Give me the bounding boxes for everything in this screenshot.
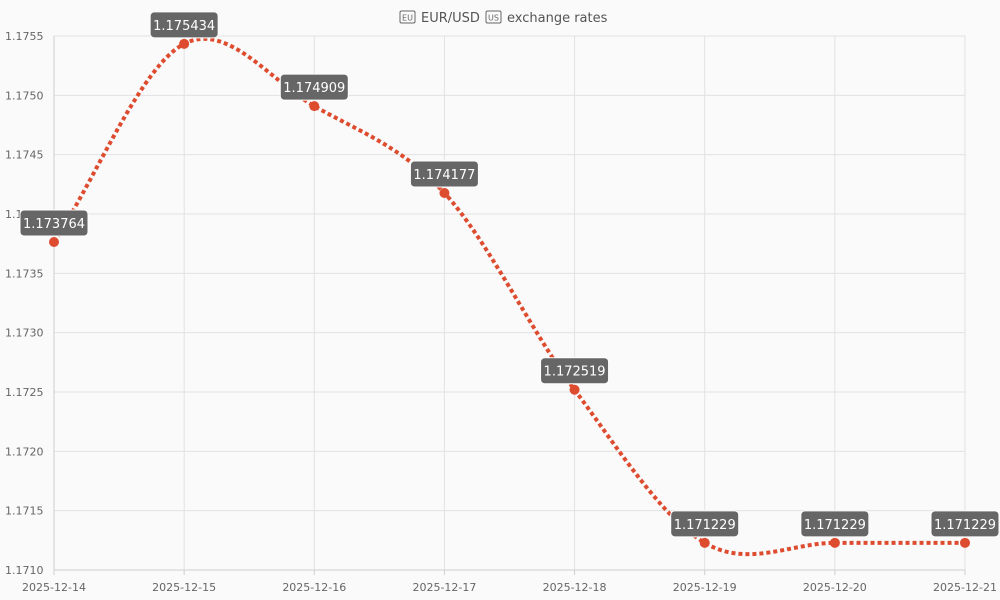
data-label-text: 1.174909 xyxy=(283,81,345,96)
data-label-text: 1.173764 xyxy=(23,217,85,232)
svg-text:EU: EU xyxy=(402,14,413,23)
data-point xyxy=(699,537,710,548)
data-label-text: 1.171229 xyxy=(674,518,736,533)
data-point xyxy=(309,101,320,112)
data-label-text: 1.171229 xyxy=(934,518,996,533)
data-point xyxy=(439,187,450,198)
data-label-box xyxy=(279,73,349,101)
data-point xyxy=(829,537,840,548)
data-label: 1.171229 xyxy=(800,510,870,538)
data-label-box xyxy=(930,510,1000,538)
data-label-box xyxy=(19,209,89,237)
x-tick-label: 2025-12-20 xyxy=(803,581,867,594)
y-tick-label: 1.1715 xyxy=(5,505,44,518)
data-label: 1.171229 xyxy=(670,510,740,538)
data-label-text: 1.172519 xyxy=(544,365,606,380)
y-tick-label: 1.1755 xyxy=(5,30,44,43)
data-point xyxy=(569,384,580,395)
us-flag-icon: US xyxy=(485,10,502,24)
data-labels: 1.173764 1.175434 1.174909 1.174177 1.172519… xyxy=(19,11,1000,538)
data-label: 1.174909 xyxy=(279,73,349,101)
eu-flag-icon: EU xyxy=(399,10,416,24)
data-label: 1.172519 xyxy=(540,357,610,385)
x-tick-label: 2025-12-16 xyxy=(282,581,346,594)
axes: 1.17551.17501.17451.17401.17351.17301.17… xyxy=(5,30,997,594)
x-tick-label: 2025-12-17 xyxy=(412,581,476,594)
x-tick-label: 2025-12-18 xyxy=(543,581,607,594)
data-label: 1.174177 xyxy=(409,160,479,188)
svg-text:US: US xyxy=(488,14,499,23)
data-label-box xyxy=(670,510,740,538)
y-tick-label: 1.1730 xyxy=(5,327,44,340)
data-label: 1.175434 xyxy=(149,11,219,39)
x-tick-label: 2025-12-21 xyxy=(933,581,997,594)
data-label: 1.173764 xyxy=(19,209,89,237)
x-tick-label: 2025-12-15 xyxy=(152,581,216,594)
x-tick-label: 2025-12-19 xyxy=(673,581,737,594)
x-tick-label: 2025-12-14 xyxy=(22,581,86,594)
y-tick-label: 1.1750 xyxy=(5,89,44,102)
y-tick-label: 1.1735 xyxy=(5,267,44,280)
grid xyxy=(53,35,966,571)
data-label-text: 1.171229 xyxy=(804,518,866,533)
y-tick-label: 1.1710 xyxy=(5,564,44,577)
y-tick-label: 1.1725 xyxy=(5,386,44,399)
data-label-box xyxy=(800,510,870,538)
data-point xyxy=(960,537,970,548)
series xyxy=(52,36,965,557)
data-label: 1.171229 xyxy=(930,510,1000,538)
y-tick-label: 1.1745 xyxy=(5,149,44,162)
data-point xyxy=(179,38,190,49)
data-point xyxy=(49,237,59,248)
data-label-text: 1.175434 xyxy=(153,19,215,34)
data-label-box xyxy=(149,11,219,39)
data-points xyxy=(49,38,970,548)
chart-title-suffix: exchange rates xyxy=(507,11,608,26)
data-label-box xyxy=(540,357,610,385)
chart-title: EU EUR/USD US exchange rates xyxy=(399,10,608,26)
data-label-text: 1.174177 xyxy=(413,168,475,183)
y-tick-label: 1.1720 xyxy=(5,445,44,458)
data-label-box xyxy=(409,160,479,188)
series-line xyxy=(52,36,965,557)
chart-title-prefix: EUR/USD xyxy=(421,11,480,26)
